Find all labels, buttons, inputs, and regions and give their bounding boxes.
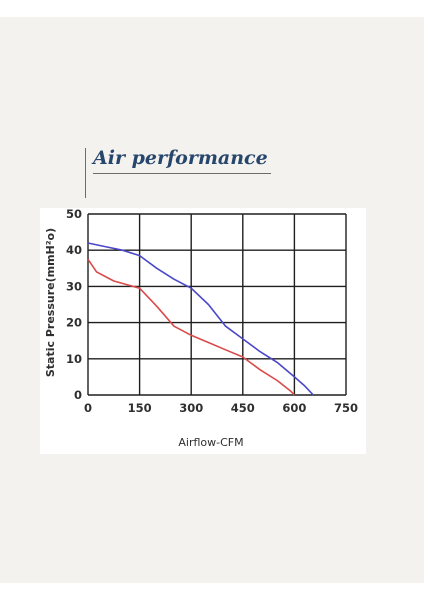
series-line-2 [87,258,295,396]
x-tick-label: 150 [128,401,152,415]
y-tick-label: 50 [66,208,82,221]
series-line-1 [87,242,314,396]
x-tick-label: 450 [231,401,255,415]
x-tick-label: 300 [179,401,203,415]
chart-title: Air performance [93,147,268,169]
y-tick-label: 40 [66,243,82,257]
performance-chart: 0 150 300 450 600 750 0 10 20 30 40 50 Airflow-CFM St… [44,208,358,449]
y-axis-label: Static Pressure(mmH²o) [44,228,57,377]
y-tick-label: 30 [66,279,82,293]
x-tick-label: 750 [334,401,358,415]
x-axis-label: Airflow-CFM [178,436,243,449]
x-tick-label: 0 [84,401,92,415]
y-tick-label: 10 [66,352,82,366]
y-tick-label: 0 [74,388,82,402]
title-underline [93,173,271,174]
x-tick-label: 600 [282,401,306,415]
chart-title-block: Air performance [85,146,271,202]
chart-panel [40,208,366,454]
y-tick-label: 20 [66,316,82,330]
title-vertical-rule [85,148,86,198]
